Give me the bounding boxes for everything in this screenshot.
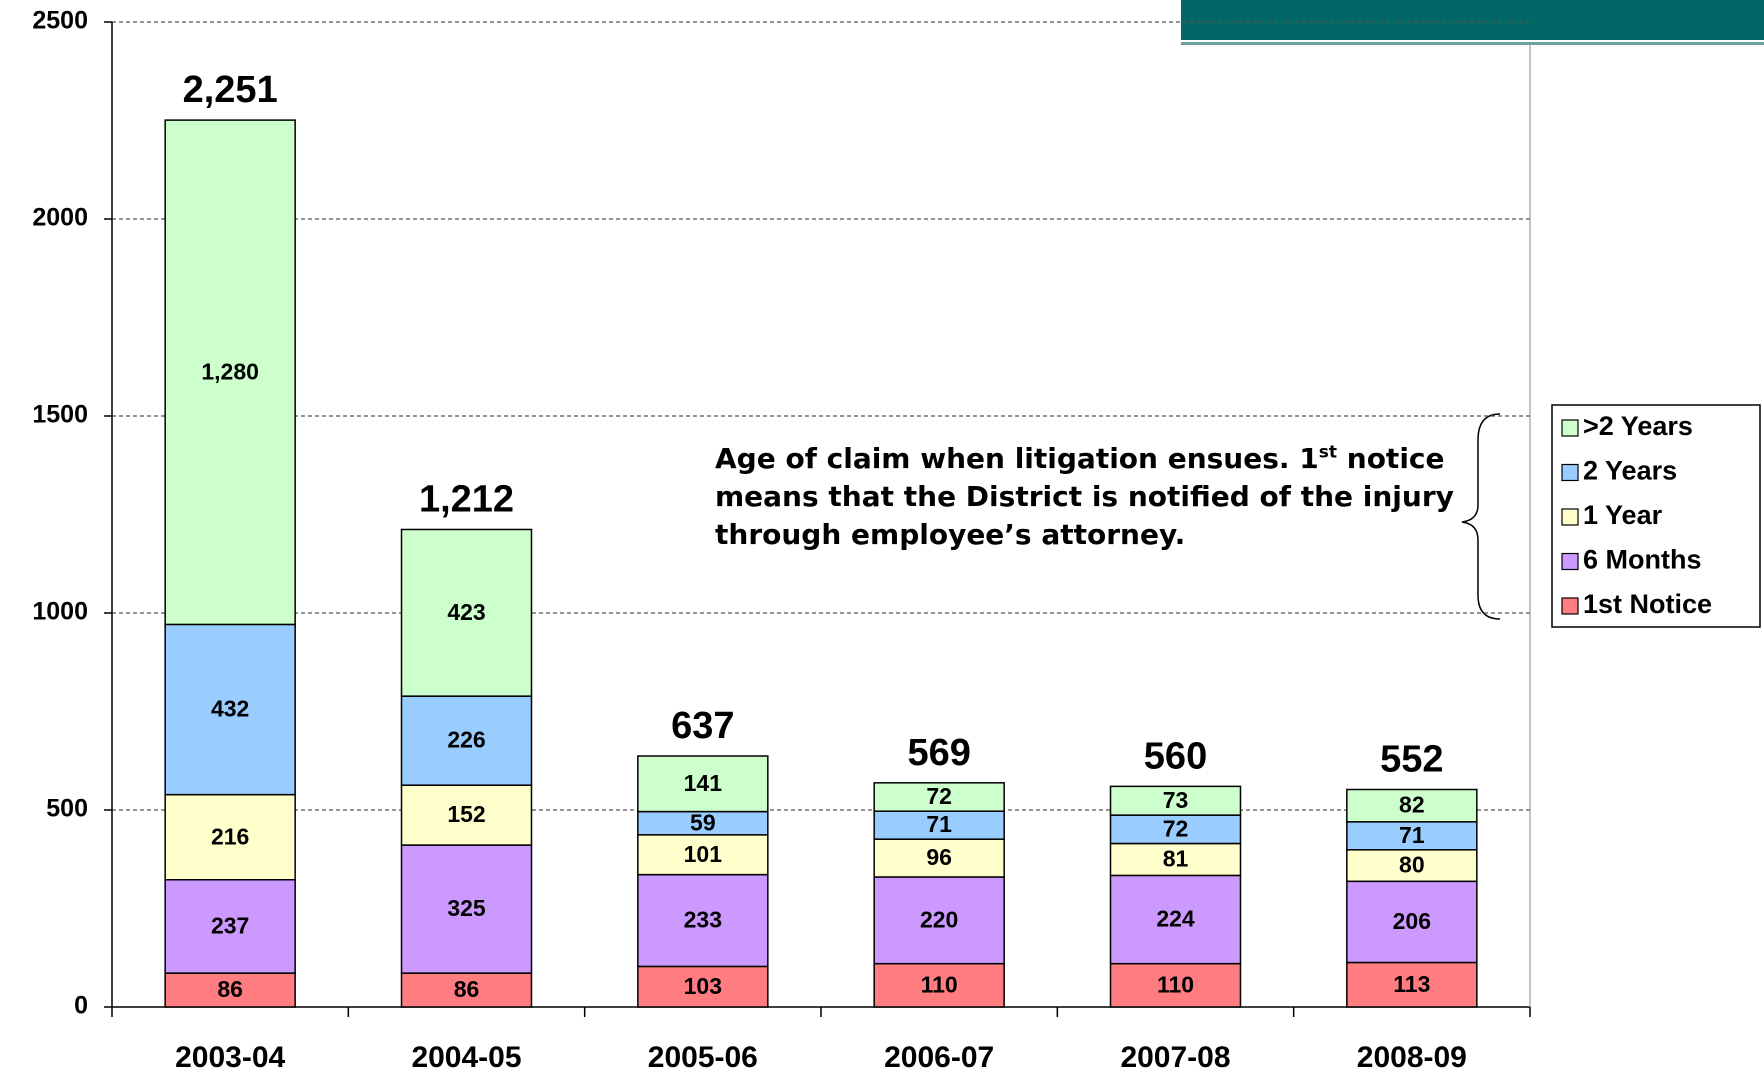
legend-swatch [1561, 552, 1579, 571]
x-tick-label: 2007-08 [1120, 1041, 1230, 1074]
segment-label: 233 [684, 907, 722, 933]
bar-segment [873, 838, 1005, 878]
header-box [1181, 0, 1764, 40]
total-label: 569 [907, 732, 970, 774]
legend-label: 6 Months [1583, 545, 1702, 575]
segment-label: 1,280 [201, 358, 259, 384]
bar-segment [873, 782, 1005, 812]
legend-label: 2 Years [1583, 456, 1677, 486]
bar-segment [164, 972, 296, 1008]
segment-label: 206 [1393, 908, 1431, 934]
segment-label: 432 [211, 696, 249, 722]
segment-label: 216 [211, 823, 249, 849]
bar-segment [400, 695, 533, 786]
total-label: 637 [671, 705, 734, 747]
segment-label: 423 [447, 599, 485, 625]
bar-segment [1109, 814, 1242, 845]
segment-label: 237 [211, 913, 249, 939]
segment-label: 72 [926, 783, 952, 809]
header-rule [1181, 42, 1764, 45]
bar-segment [1109, 874, 1242, 965]
segment-label: 71 [1399, 822, 1425, 848]
x-tick-label: 2008-09 [1357, 1041, 1467, 1074]
segment-label: 113 [1393, 971, 1430, 997]
x-tick-label: 2006-07 [884, 1041, 994, 1074]
bar-segment [1109, 785, 1242, 816]
bar-segment [637, 965, 769, 1008]
segment-label: 81 [1163, 846, 1189, 872]
legend-label: 1st Notice [1583, 589, 1712, 619]
segment-label: 101 [684, 841, 723, 867]
legend-swatch [1561, 508, 1579, 526]
y-tick-label: 1500 [32, 401, 88, 429]
bar-segment [1346, 880, 1478, 964]
y-tick-label: 2000 [32, 204, 88, 232]
legend-label: 1 Year [1583, 500, 1663, 530]
segment-label: 220 [920, 906, 958, 932]
segment-label: 96 [926, 844, 952, 870]
total-label: 1,212 [419, 479, 514, 521]
segment-label: 72 [1163, 815, 1189, 841]
legend-swatch [1561, 463, 1579, 482]
segment-label: 73 [1163, 787, 1189, 813]
bar-segment [637, 755, 769, 813]
segment-label: 110 [1157, 971, 1194, 997]
x-tick-label: 2003-04 [175, 1041, 285, 1074]
legend-swatch [1561, 597, 1579, 615]
total-label: 2,251 [183, 69, 278, 111]
bar-segment [873, 962, 1005, 1008]
segment-label: 325 [447, 895, 486, 921]
annotation-text: notice means that the District is notifi… [715, 442, 1454, 551]
bar-segment [1346, 788, 1478, 823]
brace [1461, 413, 1501, 620]
bar-segment [637, 873, 769, 968]
x-tick-label: 2005-06 [648, 1041, 758, 1074]
legend-box [1551, 404, 1761, 628]
bar-segment [873, 810, 1005, 840]
bar-segment [164, 878, 296, 974]
annotation: Age of claim when litigation ensues. 1st… [715, 440, 1455, 554]
bar-segment [400, 844, 533, 974]
segment-label: 71 [926, 811, 952, 837]
segment-label: 110 [921, 971, 958, 997]
segment-label: 86 [217, 976, 243, 1002]
annotation-sup: st [1318, 442, 1338, 463]
segment-label: 152 [447, 801, 485, 827]
y-tick-label: 1000 [32, 598, 88, 626]
total-label: 552 [1380, 739, 1443, 781]
total-label: 560 [1144, 735, 1207, 777]
bar-segment [164, 623, 296, 796]
legend-label: >2 Years [1583, 411, 1693, 441]
annotation-text: Age of claim when litigation ensues. 1 [715, 442, 1319, 475]
bar-segment [164, 119, 296, 626]
segment-label: 226 [447, 727, 485, 753]
bar-segment [1346, 821, 1478, 851]
segment-label: 141 [684, 770, 723, 796]
y-tick-label: 0 [74, 992, 88, 1020]
segment-label: 86 [454, 976, 480, 1002]
bar-segment [400, 528, 533, 697]
legend-swatch [1561, 419, 1579, 437]
y-tick-label: 2500 [32, 7, 88, 35]
bar-segment [1109, 842, 1242, 877]
x-tick-label: 2004-05 [411, 1041, 521, 1074]
segment-label: 80 [1399, 852, 1425, 878]
bar-segment [1346, 961, 1478, 1008]
bar-segment [873, 876, 1005, 965]
segment-label: 59 [690, 809, 716, 835]
bar-segment [637, 834, 769, 876]
segment-label: 224 [1156, 906, 1195, 932]
y-tick-label: 500 [46, 795, 88, 823]
segment-label: 82 [1399, 792, 1425, 818]
segment-label: 103 [684, 973, 722, 999]
bar-segment [400, 972, 533, 1008]
